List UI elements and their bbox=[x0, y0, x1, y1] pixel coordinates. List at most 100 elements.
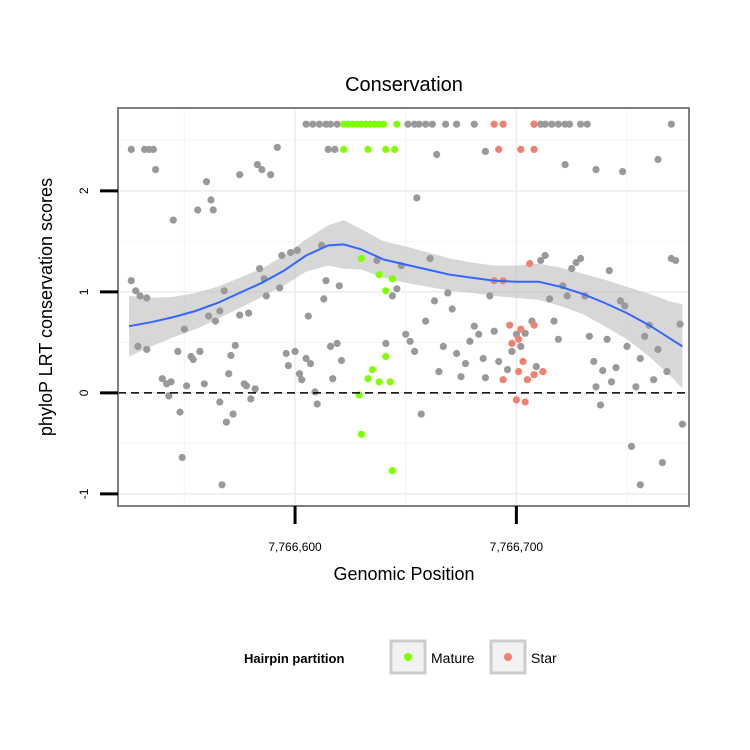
point-other bbox=[202, 178, 211, 186]
point-other bbox=[134, 342, 142, 350]
point-mature bbox=[375, 378, 383, 386]
point-other bbox=[236, 311, 244, 319]
point-other bbox=[267, 171, 275, 179]
point-other bbox=[453, 349, 461, 358]
point-other bbox=[282, 349, 290, 358]
point-other bbox=[439, 342, 447, 350]
chart-title: Conservation bbox=[345, 74, 463, 96]
point-other bbox=[466, 337, 474, 345]
point-mature bbox=[380, 120, 388, 128]
point-star bbox=[521, 398, 529, 406]
point-other bbox=[169, 216, 177, 224]
point-mature bbox=[364, 375, 372, 383]
point-other bbox=[136, 292, 144, 300]
point-mature bbox=[357, 254, 365, 263]
point-other bbox=[433, 150, 441, 159]
point-other bbox=[165, 392, 173, 400]
point-other bbox=[326, 120, 335, 128]
point-mature bbox=[357, 430, 365, 438]
point-other bbox=[623, 342, 631, 350]
point-other bbox=[415, 120, 423, 128]
point-star bbox=[515, 368, 523, 376]
point-star bbox=[506, 321, 514, 329]
point-other bbox=[176, 408, 184, 416]
point-other bbox=[143, 345, 151, 353]
point-other bbox=[650, 376, 658, 384]
point-other bbox=[475, 330, 483, 338]
x-tick-label: 7,766,600 bbox=[268, 540, 322, 554]
point-star bbox=[517, 325, 525, 333]
point-other bbox=[554, 120, 563, 128]
point-other bbox=[256, 265, 264, 273]
point-other bbox=[448, 305, 456, 313]
point-other bbox=[406, 337, 414, 345]
point-mature bbox=[393, 120, 401, 128]
point-other bbox=[678, 420, 687, 428]
point-other bbox=[302, 354, 310, 363]
point-other bbox=[636, 481, 644, 489]
point-other bbox=[295, 370, 304, 378]
point-other bbox=[503, 366, 512, 374]
point-other bbox=[337, 356, 346, 365]
point-other bbox=[422, 317, 430, 325]
point-other bbox=[216, 398, 224, 406]
point-other bbox=[382, 339, 390, 347]
point-other bbox=[495, 357, 503, 366]
point-other bbox=[612, 364, 620, 372]
legend-label-star: Star bbox=[531, 650, 557, 666]
point-star bbox=[519, 357, 527, 366]
point-mature bbox=[375, 271, 383, 279]
point-other bbox=[641, 332, 649, 340]
point-other bbox=[444, 289, 452, 297]
point-star bbox=[490, 120, 498, 128]
point-other bbox=[200, 380, 208, 388]
point-other bbox=[621, 302, 629, 310]
point-other bbox=[404, 120, 412, 128]
point-other bbox=[548, 120, 556, 128]
point-other bbox=[225, 370, 233, 378]
point-other bbox=[287, 248, 295, 257]
point-star bbox=[539, 368, 547, 376]
point-other bbox=[242, 382, 250, 390]
y-axis: -1 0 1 2 bbox=[77, 187, 118, 499]
point-star bbox=[523, 376, 532, 384]
point-other bbox=[293, 246, 301, 254]
point-other bbox=[619, 168, 627, 176]
point-other bbox=[435, 368, 443, 376]
point-mature bbox=[388, 467, 396, 475]
ribbon-area bbox=[129, 220, 683, 389]
point-other bbox=[324, 145, 332, 153]
point-other bbox=[654, 345, 662, 353]
point-other bbox=[222, 418, 230, 426]
point-mature bbox=[386, 378, 394, 386]
point-other bbox=[335, 282, 343, 290]
point-other bbox=[599, 367, 607, 375]
point-other bbox=[229, 410, 237, 418]
point-other bbox=[592, 166, 600, 174]
point-other bbox=[632, 383, 640, 391]
point-star bbox=[517, 145, 525, 153]
point-other bbox=[180, 325, 188, 333]
point-star bbox=[526, 260, 534, 268]
y-axis-title: phyloP LRT conservation scores bbox=[36, 178, 56, 436]
point-other bbox=[654, 155, 662, 164]
legend-swatch-star bbox=[504, 653, 512, 661]
point-other bbox=[291, 347, 299, 355]
point-other bbox=[442, 120, 450, 128]
point-other bbox=[596, 401, 605, 409]
point-other bbox=[481, 147, 489, 155]
point-other bbox=[174, 347, 182, 355]
point-other bbox=[132, 287, 140, 295]
y-tick-label: 1 bbox=[77, 288, 91, 295]
point-other bbox=[592, 383, 600, 391]
point-other bbox=[393, 285, 401, 293]
panel-border bbox=[117, 107, 690, 507]
point-other bbox=[149, 145, 157, 153]
legend-swatch-mature bbox=[404, 653, 412, 661]
point-mature bbox=[368, 366, 377, 374]
point-other bbox=[253, 161, 261, 169]
point-other bbox=[231, 341, 239, 349]
point-mature bbox=[340, 145, 348, 153]
point-other bbox=[577, 254, 585, 263]
